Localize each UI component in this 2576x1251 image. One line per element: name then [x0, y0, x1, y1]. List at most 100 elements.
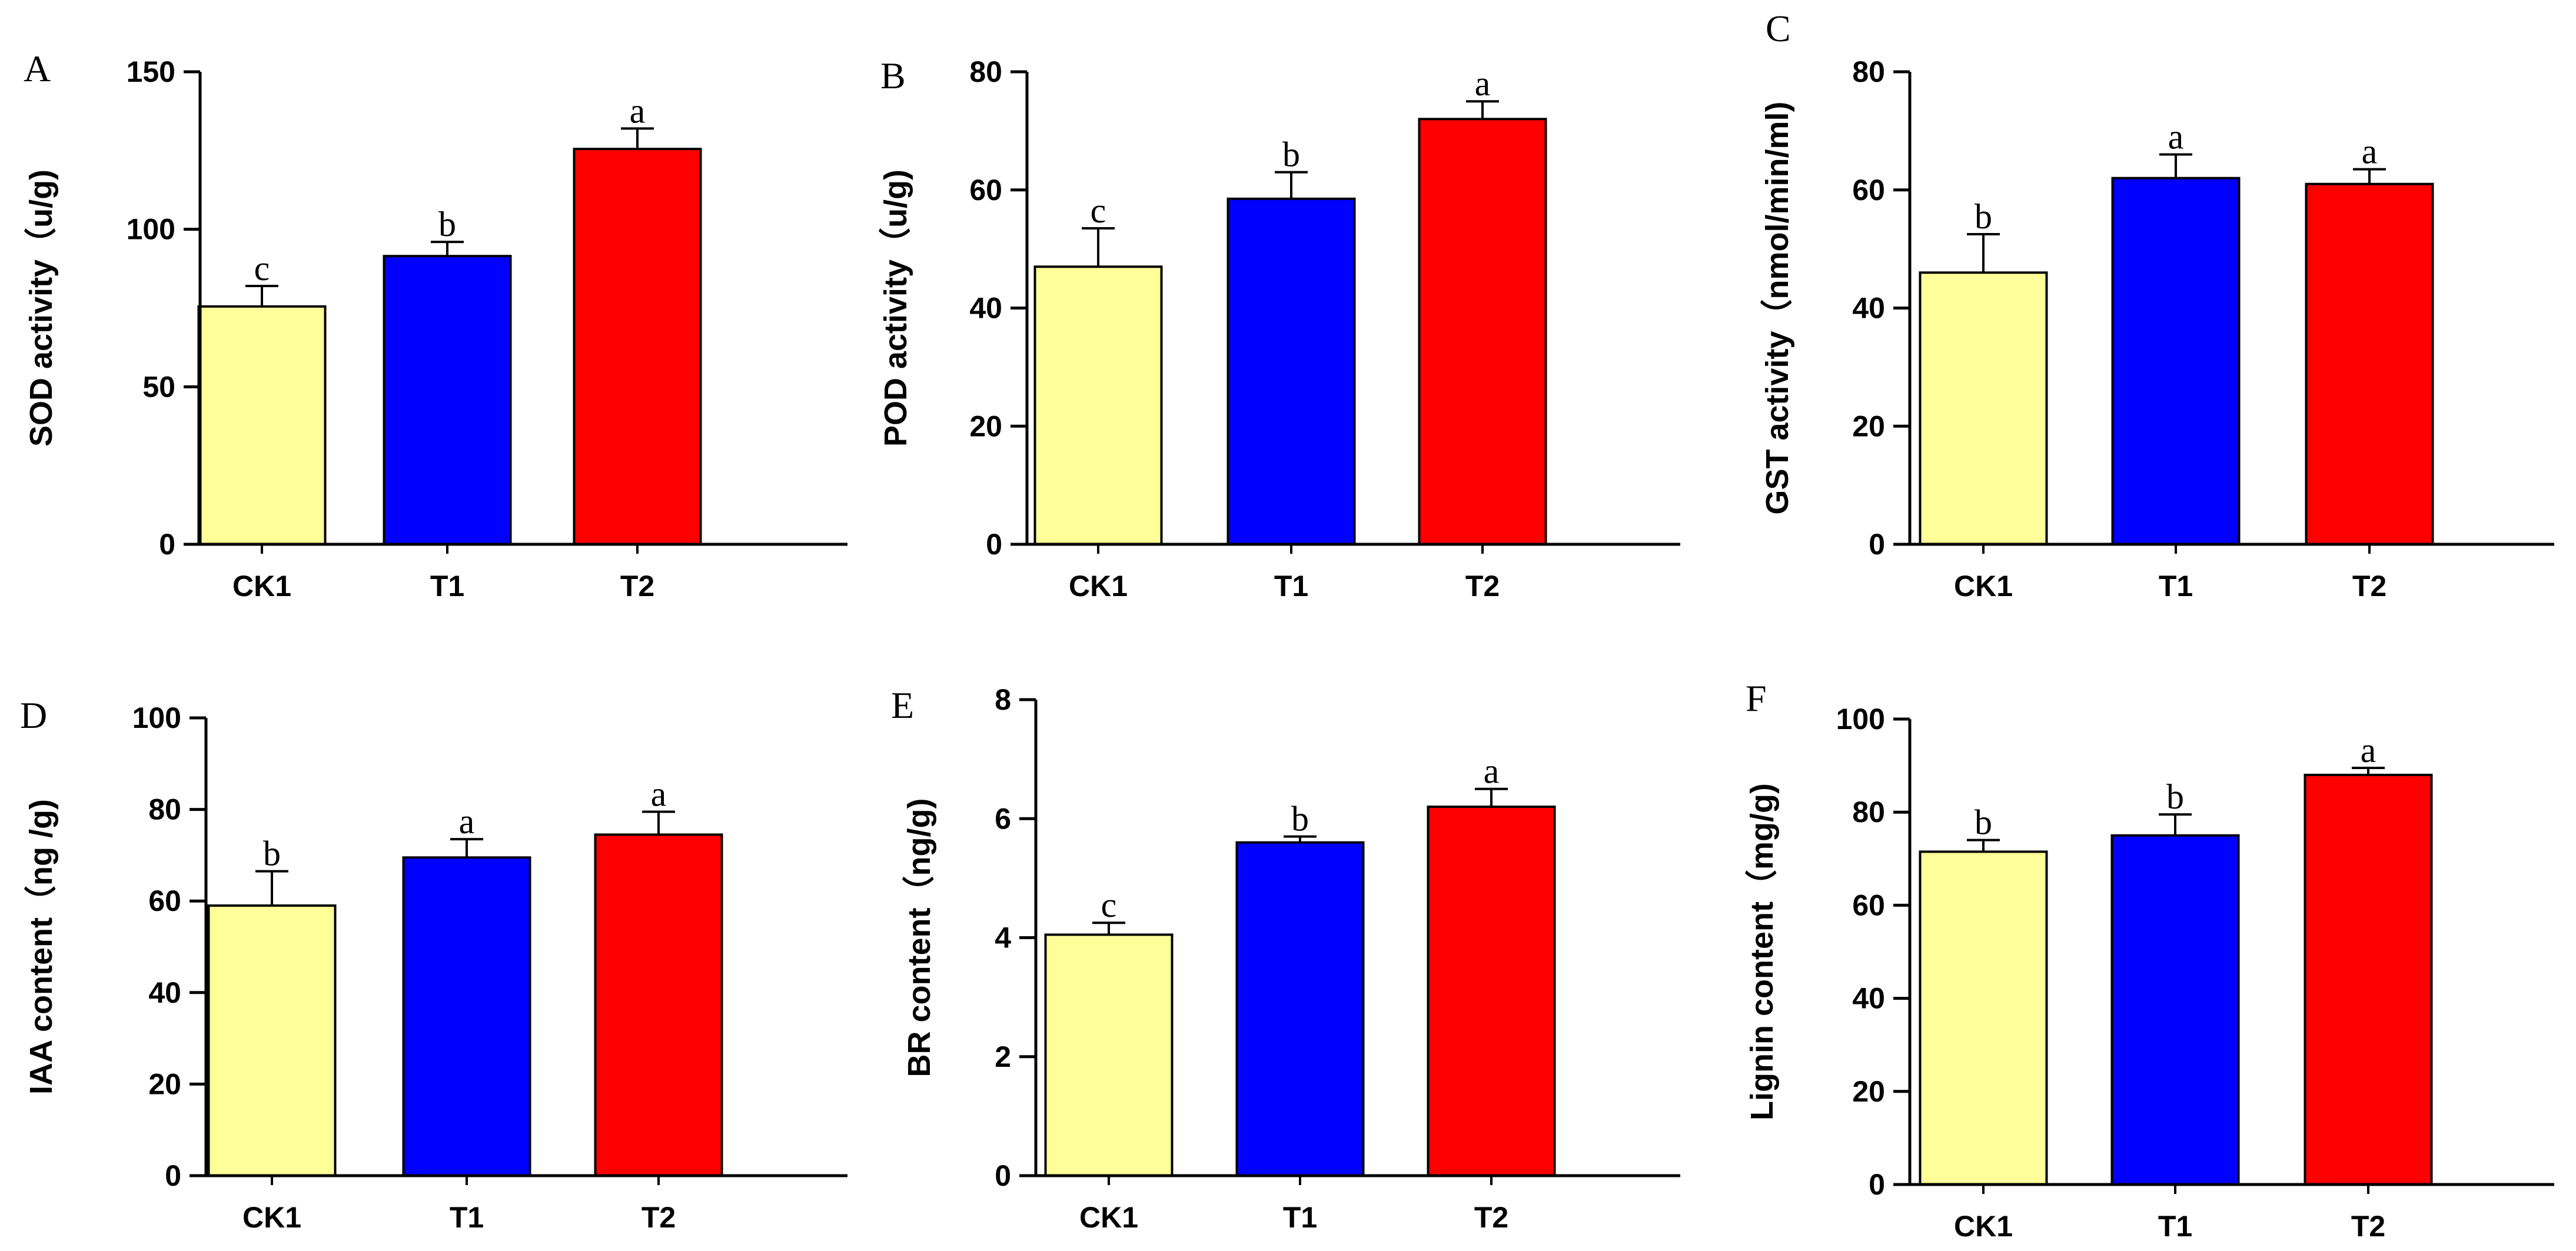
significance-letter: c: [254, 249, 270, 288]
significance-letter: b: [1975, 803, 1992, 842]
panel-label: D: [20, 694, 47, 736]
panel-label: C: [1766, 8, 1791, 49]
y-axis-label: Lignin content（mg/g): [1744, 783, 1780, 1120]
bar-t1: [383, 255, 512, 545]
y-tick-label: 60: [1852, 889, 1885, 921]
significance-letter: a: [1475, 64, 1491, 103]
y-tick-label: 0: [165, 1159, 181, 1192]
y-tick-label: 60: [969, 174, 1002, 207]
bar-t1: [1235, 841, 1365, 1177]
x-tick-label: T2: [2351, 1210, 2385, 1243]
chart-panel-d: b CK1 a T1 a T2 0 20 40 60 80 100 IAA content（ng /g)…: [20, 694, 847, 1234]
significance-letter: a: [459, 802, 475, 841]
panel-label: B: [880, 55, 906, 97]
y-tick-label: 4: [995, 921, 1011, 954]
panel-label: A: [24, 48, 51, 89]
chart-panel-e: c CK1 b T1 a T2 0 2 4 6 8 BR content（ng/g) E: [891, 683, 1680, 1234]
y-tick-label: 0: [1869, 1168, 1885, 1201]
y-tick-label: 20: [1852, 410, 1885, 442]
significance-letter: b: [1282, 135, 1300, 174]
y-tick-label: 100: [132, 701, 181, 734]
y-tick-label: 20: [148, 1067, 181, 1100]
y-axis-label: IAA content（ng /g): [24, 799, 59, 1094]
y-tick-label: 6: [995, 802, 1011, 835]
y-tick-label: 40: [969, 292, 1002, 325]
y-tick-label: 40: [148, 976, 181, 1009]
x-tick-label: CK1: [1954, 1210, 2013, 1243]
x-tick-label: CK1: [1954, 570, 2013, 603]
bar-ck1: [197, 305, 327, 545]
significance-letter: b: [438, 205, 456, 244]
y-tick-label: 2: [995, 1040, 1011, 1073]
bar-t1: [1226, 197, 1356, 545]
chart-panel-a: c CK1 b T1 a T2 0 50 100 150 SOD activity（u/g) A: [24, 48, 847, 603]
bar-ck1: [207, 904, 337, 1177]
x-tick-label: T1: [450, 1201, 484, 1234]
x-tick-label: CK1: [1069, 570, 1128, 603]
chart-panel-f: b CK1 b T1 a T2 0 20 40 60 80 100 Lignin content（mg/…: [1744, 677, 2554, 1243]
bar-ck1: [1044, 933, 1174, 1177]
bar-t2: [1427, 806, 1556, 1177]
x-tick-label: T2: [620, 570, 654, 603]
y-tick-label: 40: [1852, 292, 1885, 325]
x-tick-label: T1: [2158, 1210, 2192, 1243]
bar-t2: [2305, 182, 2434, 545]
x-tick-label: T1: [1274, 570, 1308, 603]
y-tick-label: 80: [969, 55, 1002, 88]
x-tick-label: T1: [1283, 1201, 1317, 1234]
significance-letter: a: [2168, 118, 2184, 157]
y-tick-label: 60: [1852, 174, 1885, 207]
x-tick-label: T1: [430, 570, 464, 603]
bar-t2: [573, 148, 702, 545]
bar-t1: [402, 856, 531, 1177]
y-tick-label: 0: [1869, 528, 1885, 561]
y-tick-label: 0: [986, 528, 1002, 561]
panel-label: F: [1746, 677, 1767, 719]
x-tick-label: T2: [2352, 570, 2386, 603]
x-tick-label: CK1: [242, 1201, 301, 1234]
y-tick-label: 80: [1852, 796, 1885, 829]
bar-t2: [1418, 118, 1547, 546]
y-tick-label: 40: [1852, 982, 1885, 1015]
x-tick-label: T1: [2159, 570, 2193, 603]
y-tick-label: 20: [969, 410, 1002, 442]
bar-ck1: [1919, 850, 2048, 1186]
chart-panel-b: c CK1 b T1 a T2 0 20 40 60 80 POD activity（u/g) B: [878, 55, 1680, 603]
bar-ck1: [1033, 265, 1163, 545]
significance-letter: b: [263, 834, 281, 873]
y-axis-label: POD activity（u/g): [878, 169, 913, 447]
y-axis-label: SOD activity（u/g): [24, 169, 59, 447]
y-tick-label: 60: [148, 884, 181, 917]
bar-t2: [594, 833, 723, 1177]
x-tick-label: CK1: [232, 570, 291, 603]
significance-letter: b: [1975, 197, 1992, 236]
significance-letter: b: [1291, 800, 1309, 839]
significance-letter: c: [1091, 191, 1106, 230]
panel-label: E: [891, 684, 914, 726]
significance-letter: c: [1101, 886, 1117, 924]
y-tick-label: 0: [159, 528, 175, 561]
y-tick-label: 100: [1836, 703, 1885, 736]
y-tick-label: 150: [127, 55, 175, 88]
significance-letter: a: [1484, 752, 1500, 791]
y-tick-label: 50: [142, 370, 175, 403]
y-tick-label: 8: [995, 683, 1011, 716]
x-tick-label: T2: [1465, 570, 1500, 603]
y-tick-label: 20: [1852, 1075, 1885, 1108]
y-tick-label: 80: [148, 793, 181, 826]
x-tick-label: T2: [641, 1201, 676, 1234]
x-tick-label: T2: [1474, 1201, 1508, 1234]
bar-t1: [2110, 834, 2240, 1186]
significance-letter: a: [630, 91, 646, 130]
significance-letter: a: [651, 774, 667, 813]
y-tick-label: 100: [127, 213, 175, 246]
y-axis-label: BR content（ng/g): [902, 798, 937, 1077]
y-tick-label: 80: [1852, 55, 1885, 88]
y-axis-label: GST activity（nmol/min/ml): [1760, 101, 1795, 514]
significance-letter: a: [2362, 132, 2378, 171]
significance-letter: a: [2361, 731, 2376, 770]
bar-t2: [2304, 773, 2433, 1186]
bar-t1: [2111, 177, 2241, 545]
chart-panel-c: b CK1 a T1 a T2 0 20 40 60 80 GST activity（nmol/min…: [1760, 8, 2554, 603]
y-tick-label: 0: [995, 1159, 1011, 1192]
